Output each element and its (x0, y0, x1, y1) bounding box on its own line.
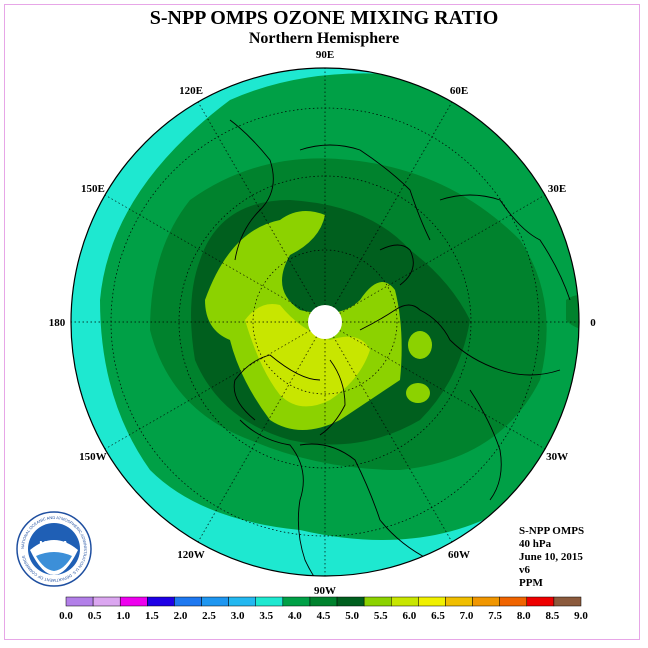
colorbar-tick-label: 8.0 (517, 610, 531, 622)
colorbar-tick-label: 6.5 (431, 610, 445, 622)
info-line: S-NPP OMPS (519, 525, 585, 537)
colorbar-swatch (92, 596, 121, 607)
colorbar-swatch (174, 596, 202, 607)
colorbar-tick-label: 5.5 (374, 610, 388, 622)
meridian-label: 90W (314, 585, 336, 597)
colorbar-tick-label: 7.5 (488, 610, 502, 622)
meridian-label: 120E (179, 85, 203, 97)
colorbar-tick-label: 0.5 (88, 610, 102, 622)
info-line: June 10, 2015 (519, 551, 583, 563)
colorbar-tick-label: 2.5 (202, 610, 216, 622)
colorbar-tick-label: 1.0 (116, 610, 130, 622)
colorbar-tick-label: 1.5 (145, 610, 159, 622)
contour-5.5-island-east (408, 331, 432, 359)
colorbar-swatch (391, 596, 419, 607)
colorbar: 0.0 0.5 1.0 1.5 2.0 2.5 3.0 3.5 4.0 4.5 5.0 5.5 6.0 6… (59, 596, 588, 622)
colorbar-swatch (282, 596, 311, 607)
colorbar-swatch (445, 596, 473, 607)
colorbar-tick-label: 2.0 (174, 610, 188, 622)
meridian-label: 120W (177, 549, 205, 561)
figure-frame (4, 4, 640, 640)
colorbar-swatch (255, 596, 284, 607)
map-title: S-NPP OMPS OZONE MIXING RATIO (149, 7, 499, 29)
meridian-label: 180 (49, 317, 66, 329)
colorbar-swatch (65, 596, 94, 607)
colorbar-tick-label: 6.0 (402, 610, 416, 622)
contour-6.0-6.5 (245, 304, 370, 407)
colorbar-swatch (336, 596, 365, 607)
colorbar-swatch (228, 596, 256, 607)
colorbar-swatch (418, 596, 446, 607)
meridian-line (197, 101, 317, 308)
logo-wave-inner (36, 552, 72, 571)
meridian-label: 60W (448, 549, 470, 561)
colorbar-swatch (499, 596, 528, 607)
logo-wordmark: NOAA (39, 540, 68, 551)
ozone-field (71, 68, 579, 576)
meridian-lines (71, 68, 579, 576)
colorbar-tick-label: 8.5 (546, 610, 560, 622)
meridian-line (333, 101, 453, 308)
map-border (70, 67, 580, 577)
meridian-line (339, 194, 546, 314)
colorbar-swatch (201, 596, 229, 607)
pole-hole (308, 305, 342, 339)
info-block: S-NPP OMPS 40 hPa June 10, 2015 v6 PPM (519, 525, 584, 590)
colorbar-swatch (119, 596, 148, 607)
colorbar-swatch (526, 596, 555, 607)
colorbar-swatch (309, 596, 338, 607)
meridian-line (197, 336, 317, 543)
meridian-line (104, 194, 311, 314)
meridian-label: 150W (79, 451, 107, 463)
meridian-label-group: 90E 60E 30E 0 30W 60W 90W 120W 150W 180 150E 120E (49, 49, 597, 597)
meridian-line (333, 336, 453, 543)
meridian-label: 60E (450, 85, 468, 97)
colorbar-tick-label: 9.0 (574, 610, 588, 622)
map-subtitle: Northern Hemisphere (248, 30, 400, 47)
meridian-label: 30E (548, 183, 566, 195)
contour-4.5-east-lobe (566, 295, 579, 330)
colorbar-tick-label: 3.0 (231, 610, 245, 622)
contour-5.5-island-south (406, 383, 430, 403)
colorbar-swatch (472, 596, 500, 607)
meridian-line (104, 330, 311, 450)
info-line: 40 hPa (519, 538, 552, 550)
meridian-label: 0 (590, 317, 596, 329)
coastlines (229, 119, 571, 576)
info-line: v6 (519, 564, 530, 576)
info-line: PPM (519, 577, 543, 589)
meridian-label: 150E (81, 183, 105, 195)
meridian-label: 90E (316, 49, 334, 61)
colorbar-swatch (363, 596, 392, 607)
colorbar-tick-label: 3.5 (259, 610, 273, 622)
colorbar-tick-label: 5.0 (345, 610, 359, 622)
colorbar-tick-label: 4.0 (288, 610, 302, 622)
colorbar-swatch (553, 596, 582, 607)
colorbar-tick-label: 4.5 (317, 610, 331, 622)
meridian-label: 30W (546, 451, 568, 463)
noaa-logo: NOAA NATIONAL OCEANIC AND ATMOSPHERIC AD… (16, 511, 92, 587)
meridian-line (339, 330, 546, 450)
colorbar-swatch (147, 596, 175, 607)
colorbar-tick-label: 7.0 (460, 610, 474, 622)
colorbar-tick-label: 0.0 (59, 610, 73, 622)
